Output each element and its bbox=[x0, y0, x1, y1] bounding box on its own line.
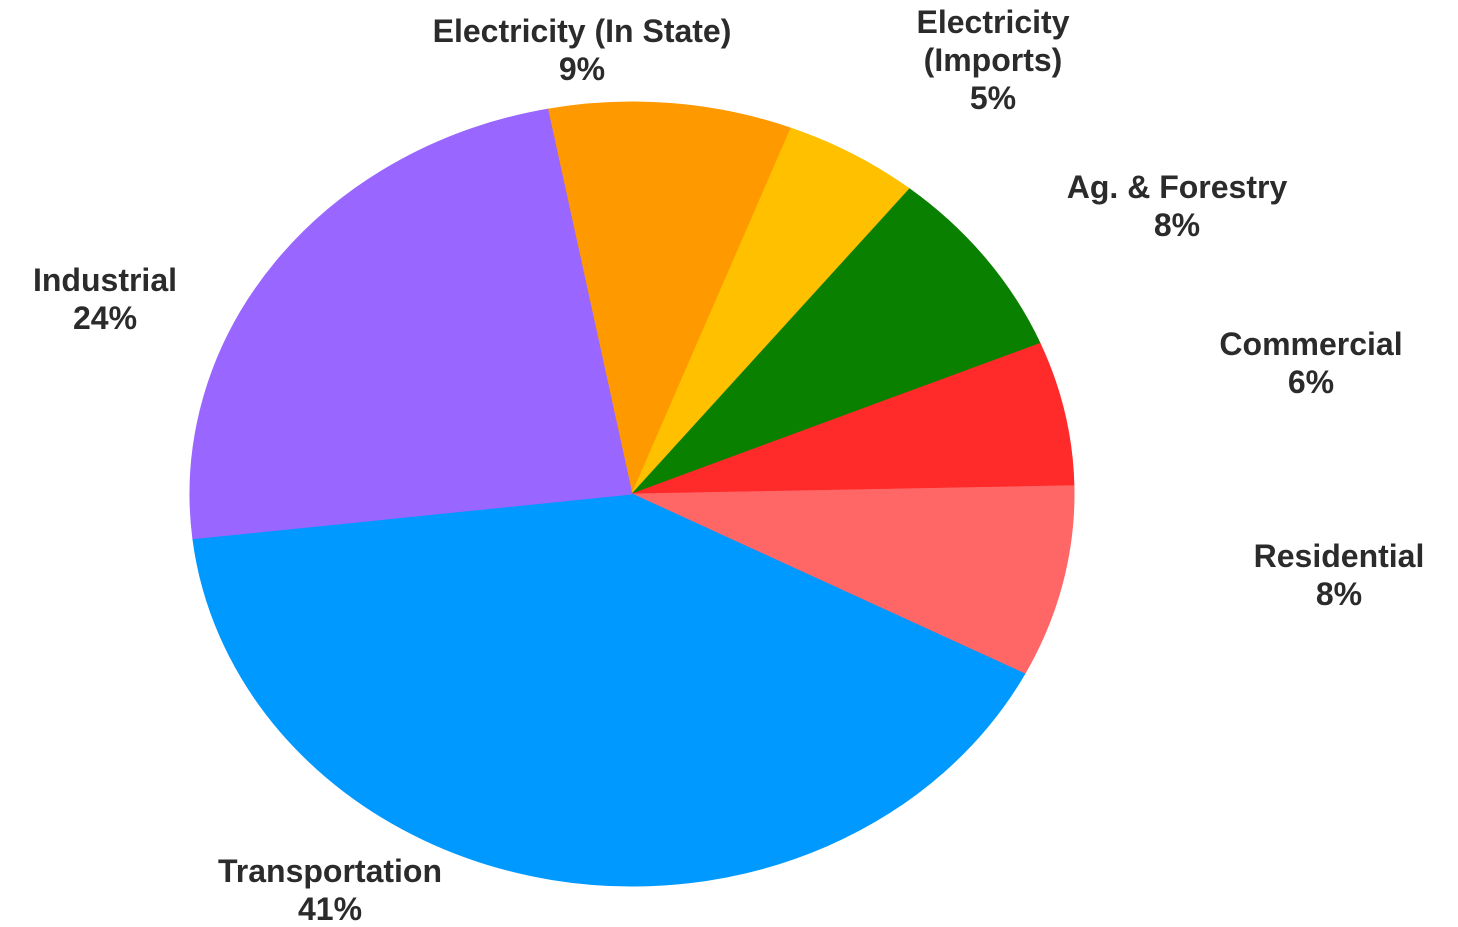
slice-value-label-2: 8% bbox=[1154, 207, 1200, 243]
slice-value-label-6: 24% bbox=[73, 300, 137, 336]
pie-slice-5 bbox=[192, 493, 1026, 887]
pie-slice-0 bbox=[547, 101, 792, 496]
slice-labels: Electricity (In State)9% Electricity(Impo… bbox=[33, 4, 1424, 927]
slice-value-label-5: 41% bbox=[298, 891, 362, 927]
slice-category-label-0: Electricity (In State) bbox=[433, 13, 732, 49]
slice-category-label-4: Residential bbox=[1254, 538, 1425, 574]
pie-slice-2 bbox=[631, 188, 1041, 495]
slice-value-label-4: 8% bbox=[1316, 576, 1362, 612]
pie-slice-3 bbox=[631, 342, 1075, 495]
slice-category-label-5: Transportation bbox=[218, 853, 442, 889]
slice-category-label-6: Industrial bbox=[33, 262, 177, 298]
slice-value-label-1: 5% bbox=[970, 80, 1016, 116]
pie-slices bbox=[189, 101, 1075, 887]
slice-value-label-0: 9% bbox=[559, 51, 605, 87]
slice-category-label-1: (Imports) bbox=[924, 42, 1063, 78]
pie-slice-6 bbox=[189, 108, 633, 540]
slice-category-label-1: Electricity bbox=[917, 4, 1070, 40]
slice-value-label-3: 6% bbox=[1288, 364, 1334, 400]
slice-category-label-3: Commercial bbox=[1219, 326, 1402, 362]
slice-category-label-2: Ag. & Forestry bbox=[1067, 169, 1288, 205]
pie-slice-4 bbox=[631, 485, 1075, 675]
